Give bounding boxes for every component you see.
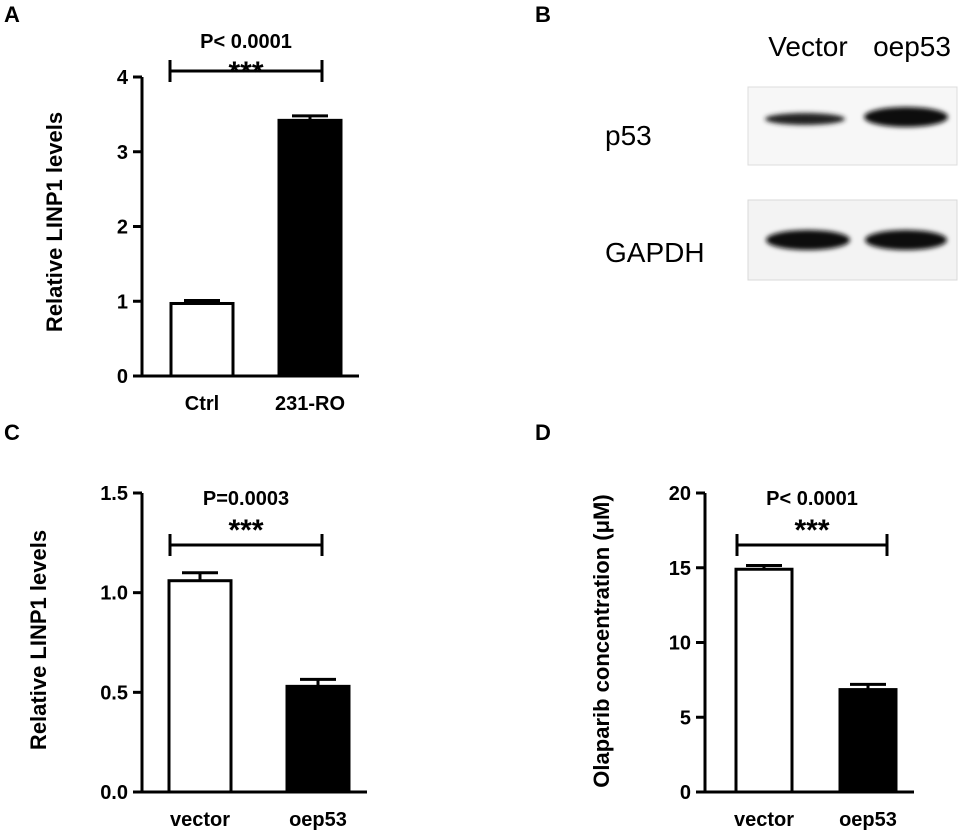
y-tick-label: 1.0 — [100, 583, 128, 605]
chart-panel-a: 0 1 2 3 4 Relative LINP1 levels Ctrl 231-RO P< 0… — [42, 31, 359, 415]
wb-lane-label-vector: Vector — [768, 31, 847, 62]
panel-d-letter: D — [535, 420, 551, 445]
wb-lane-label-oep53: oep53 — [873, 31, 951, 62]
bar-231-ro — [277, 118, 343, 378]
y-tick-label: 0 — [680, 782, 691, 804]
wb-membrane-p53 — [747, 86, 958, 166]
y-tick-label: 3 — [117, 142, 128, 164]
y-tick-label: 1 — [117, 291, 128, 313]
panel-a-letter: A — [4, 2, 20, 27]
y-tick-label: 20 — [669, 483, 691, 505]
wb-band-gapdh-vector — [766, 230, 850, 250]
panel-c-letter: C — [4, 420, 20, 445]
wb-row-label-p53: p53 — [605, 120, 652, 151]
y-tick-label: 1.5 — [100, 483, 128, 505]
x-category-label: vector — [734, 809, 794, 831]
y-tick-label: 4 — [117, 67, 129, 89]
y-axis-label: Relative LINP1 levels — [42, 112, 67, 332]
western-blot-panel: Vector oep53 p53 GAPDH — [605, 31, 958, 281]
y-tick-label: 0 — [117, 366, 128, 388]
x-category-label: vector — [170, 809, 230, 831]
y-axis-label: Olaparib concentration (μM) — [589, 494, 614, 787]
y-tick-label: 15 — [669, 558, 691, 580]
x-category-label: Ctrl — [185, 393, 219, 415]
p-value-annotation: P=0.0003 — [203, 488, 289, 510]
bar-oep53 — [838, 688, 898, 794]
bar-ctrl — [169, 301, 235, 378]
significance-stars: *** — [228, 56, 263, 89]
significance-stars: *** — [228, 514, 263, 547]
chart-panel-c: 0.0 0.5 1.0 1.5 Relative LINP1 levels vector o… — [26, 483, 367, 831]
panel-b-letter: B — [535, 2, 551, 27]
wb-band-gapdh-oep53 — [865, 230, 947, 250]
x-category-label: 231-RO — [275, 393, 345, 415]
bar-oep53 — [285, 684, 351, 794]
wb-band-p53-vector — [765, 113, 845, 125]
bar-vector — [167, 579, 233, 794]
x-category-label: oep53 — [289, 809, 347, 831]
chart-panel-d: 0 5 10 15 20 Olaparib concentration (μM) vecto… — [589, 483, 914, 831]
significance-stars: *** — [794, 514, 829, 547]
y-tick-label: 2 — [117, 217, 128, 239]
y-tick-label: 0.5 — [100, 682, 128, 704]
y-tick-label: 0.0 — [100, 782, 128, 804]
y-tick-label: 5 — [680, 707, 691, 729]
y-axis-label: Relative LINP1 levels — [26, 530, 51, 750]
x-category-label: oep53 — [839, 809, 897, 831]
bar-vector — [734, 567, 794, 794]
p-value-annotation: P< 0.0001 — [766, 488, 858, 510]
y-tick-label: 10 — [669, 633, 691, 655]
wb-band-p53-oep53 — [864, 107, 948, 127]
wb-row-label-gapdh: GAPDH — [605, 237, 705, 268]
p-value-annotation: P< 0.0001 — [200, 31, 292, 53]
